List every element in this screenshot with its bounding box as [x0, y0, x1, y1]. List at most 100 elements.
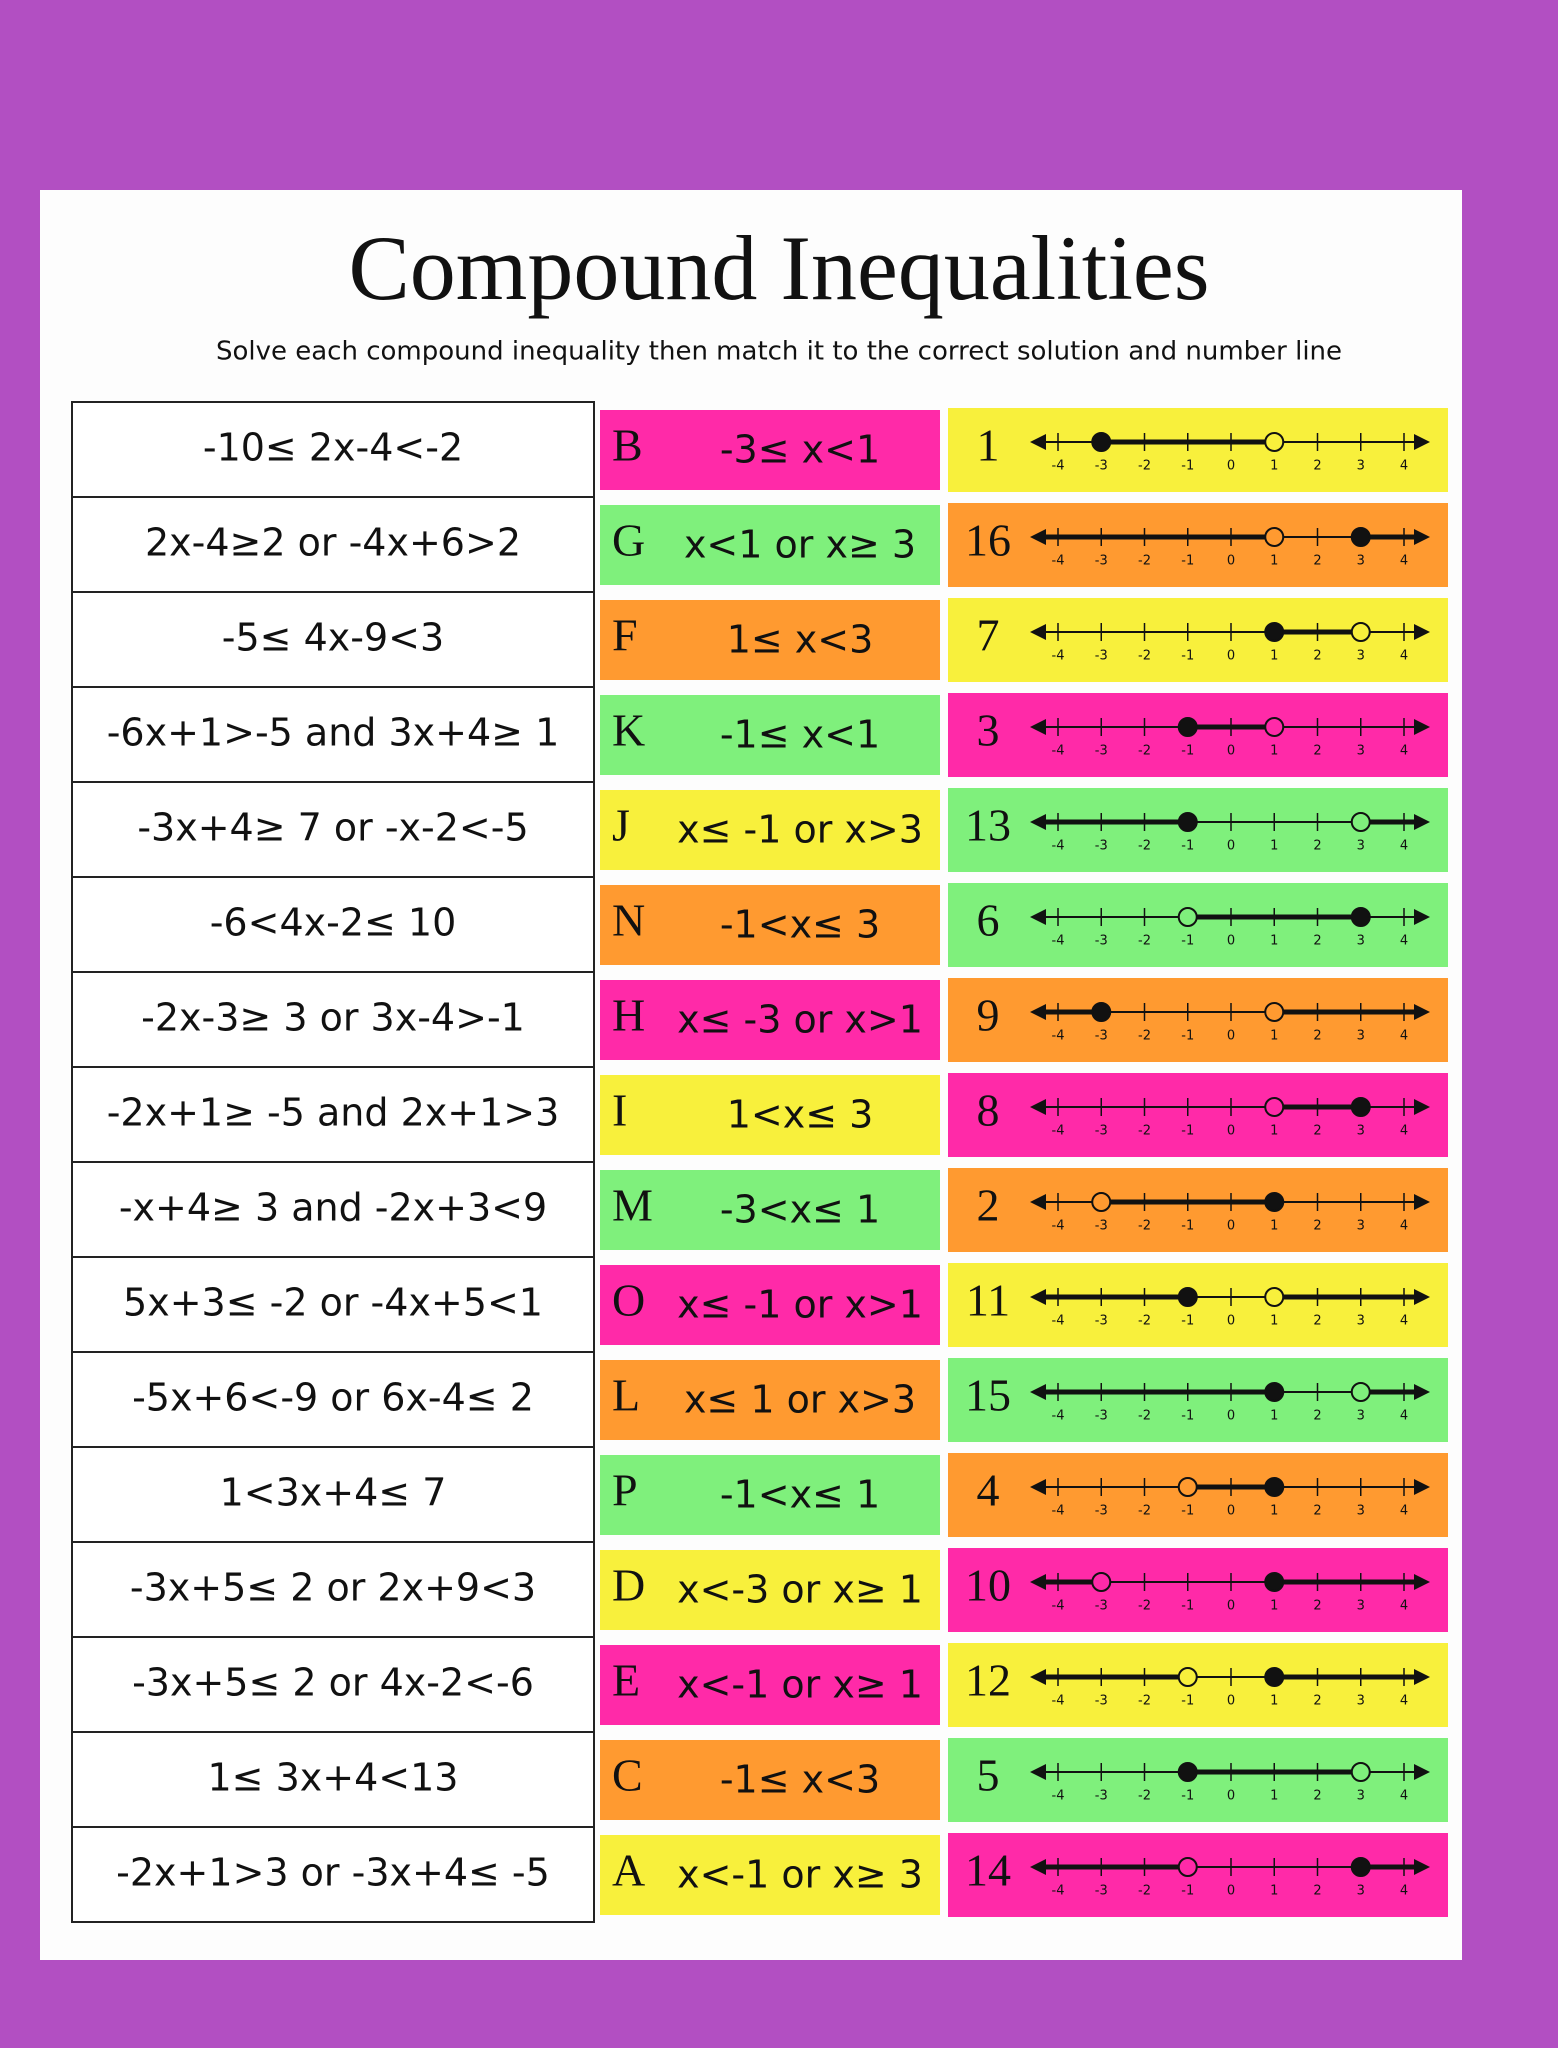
problem: -2x+1≥ -5 and 2x+1>3 — [107, 1091, 560, 1135]
answer-solution: -3<x≤ 1 — [720, 1188, 880, 1232]
answer-card — [600, 790, 940, 870]
answer-letter: I — [612, 1085, 627, 1136]
answer-letter: P — [612, 1465, 638, 1516]
problem-cell — [71, 1731, 595, 1828]
tick-label: 2 — [1313, 1219, 1321, 1234]
tick-label: -1 — [1181, 649, 1194, 664]
arrow-right — [1414, 434, 1430, 450]
endpoint — [1350, 1857, 1371, 1877]
tick-label: -2 — [1138, 459, 1151, 474]
tick-label: 2 — [1313, 1789, 1321, 1804]
answer-card — [600, 1835, 940, 1915]
problem: -5x+6<-9 or 6x-4≤ 2 — [132, 1376, 534, 1420]
problem-cell — [71, 1256, 595, 1353]
tick-label: -1 — [1181, 934, 1194, 949]
tick-label: 2 — [1313, 1124, 1321, 1139]
tick-label: 3 — [1357, 1219, 1365, 1234]
tick-label: 3 — [1357, 1124, 1365, 1139]
graph-number: 12 — [965, 1655, 1011, 1706]
answer-solution: x≤ -1 or x>1 — [677, 1283, 923, 1327]
endpoint — [1350, 1762, 1371, 1782]
endpoint — [1350, 622, 1371, 642]
tick-label: -4 — [1052, 649, 1065, 664]
arrow-left — [1030, 719, 1046, 735]
tick-label: -4 — [1052, 1409, 1065, 1424]
answer-letter: F — [612, 610, 638, 661]
tick-label: 2 — [1313, 1409, 1321, 1424]
endpoint — [1177, 1667, 1198, 1687]
endpoint — [1350, 1097, 1371, 1117]
tick-label: 4 — [1400, 1599, 1408, 1614]
tick-label: -4 — [1052, 1219, 1065, 1234]
graph-number: 4 — [977, 1465, 1000, 1516]
tick-label: 4 — [1400, 1029, 1408, 1044]
graph-card — [948, 883, 1448, 967]
tick-label: 0 — [1227, 1124, 1235, 1139]
arrow-left — [1030, 1099, 1046, 1115]
problem-cell — [71, 971, 595, 1068]
tick-label: 4 — [1400, 1409, 1408, 1424]
problem-cell — [71, 686, 595, 783]
tick-label: 0 — [1227, 1694, 1235, 1709]
answer-letter: M — [612, 1180, 653, 1231]
problem: -3x+4≥ 7 or -x-2<-5 — [137, 806, 528, 850]
graph-number: 15 — [965, 1370, 1011, 1421]
tick-label: -4 — [1052, 1314, 1065, 1329]
endpoint — [1350, 1382, 1371, 1402]
tick-label: 0 — [1227, 1029, 1235, 1044]
answer-letter: O — [612, 1275, 645, 1326]
graph-card — [948, 693, 1448, 777]
problem-cell — [71, 1826, 595, 1923]
graph-card — [948, 598, 1448, 682]
tick-label: 3 — [1357, 1314, 1365, 1329]
endpoint — [1264, 527, 1285, 547]
answer-card — [600, 600, 940, 680]
graph-number: 9 — [977, 990, 1000, 1041]
arrow-right — [1414, 529, 1430, 545]
graph-number: 11 — [966, 1275, 1010, 1326]
arrow-left — [1030, 1479, 1046, 1495]
endpoint — [1177, 1287, 1198, 1307]
tick-label: -2 — [1138, 554, 1151, 569]
tick-label: 4 — [1400, 1219, 1408, 1234]
title: Compound Inequalities — [348, 217, 1209, 319]
answer-letter: D — [612, 1560, 645, 1611]
problem: 1≤ 3x+4<13 — [208, 1756, 459, 1800]
graph-number: 5 — [977, 1750, 1000, 1801]
tick-label: -2 — [1138, 1694, 1151, 1709]
tick-label: 4 — [1400, 459, 1408, 474]
tick-label: -1 — [1181, 1029, 1194, 1044]
endpoint — [1091, 1192, 1112, 1212]
arrow-left — [1030, 1384, 1046, 1400]
tick-label: 2 — [1313, 744, 1321, 759]
answer-solution: 1<x≤ 3 — [727, 1093, 874, 1137]
tick-label: -4 — [1052, 1504, 1065, 1519]
tick-label: 0 — [1227, 649, 1235, 664]
answer-letter: C — [612, 1750, 643, 1801]
tick-label: -1 — [1181, 744, 1194, 759]
tick-label: -2 — [1138, 1409, 1151, 1424]
tick-label: -3 — [1095, 1124, 1108, 1139]
tick-label: -2 — [1138, 1504, 1151, 1519]
graph-card — [948, 1833, 1448, 1917]
problem-cell — [71, 1351, 595, 1448]
answer-letter: J — [612, 800, 630, 851]
tick-label: 3 — [1357, 1884, 1365, 1899]
tick-label: 0 — [1227, 1409, 1235, 1424]
tick-label: 4 — [1400, 649, 1408, 664]
answer-letter: B — [612, 420, 643, 471]
problem: -6<4x-2≤ 10 — [210, 901, 457, 945]
tick-label: 0 — [1227, 1599, 1235, 1614]
problem: -2x-3≥ 3 or 3x-4>-1 — [141, 996, 525, 1040]
tick-label: 1 — [1270, 459, 1278, 474]
endpoint — [1264, 432, 1285, 452]
tick-label: -2 — [1138, 1219, 1151, 1234]
answer-solution: x<-3 or x≥ 1 — [677, 1568, 923, 1612]
answer-card — [600, 505, 940, 585]
tick-label: -4 — [1052, 744, 1065, 759]
tick-label: 2 — [1313, 1884, 1321, 1899]
tick-label: -4 — [1052, 934, 1065, 949]
tick-label: -2 — [1138, 1314, 1151, 1329]
answer-letter: N — [612, 895, 645, 946]
